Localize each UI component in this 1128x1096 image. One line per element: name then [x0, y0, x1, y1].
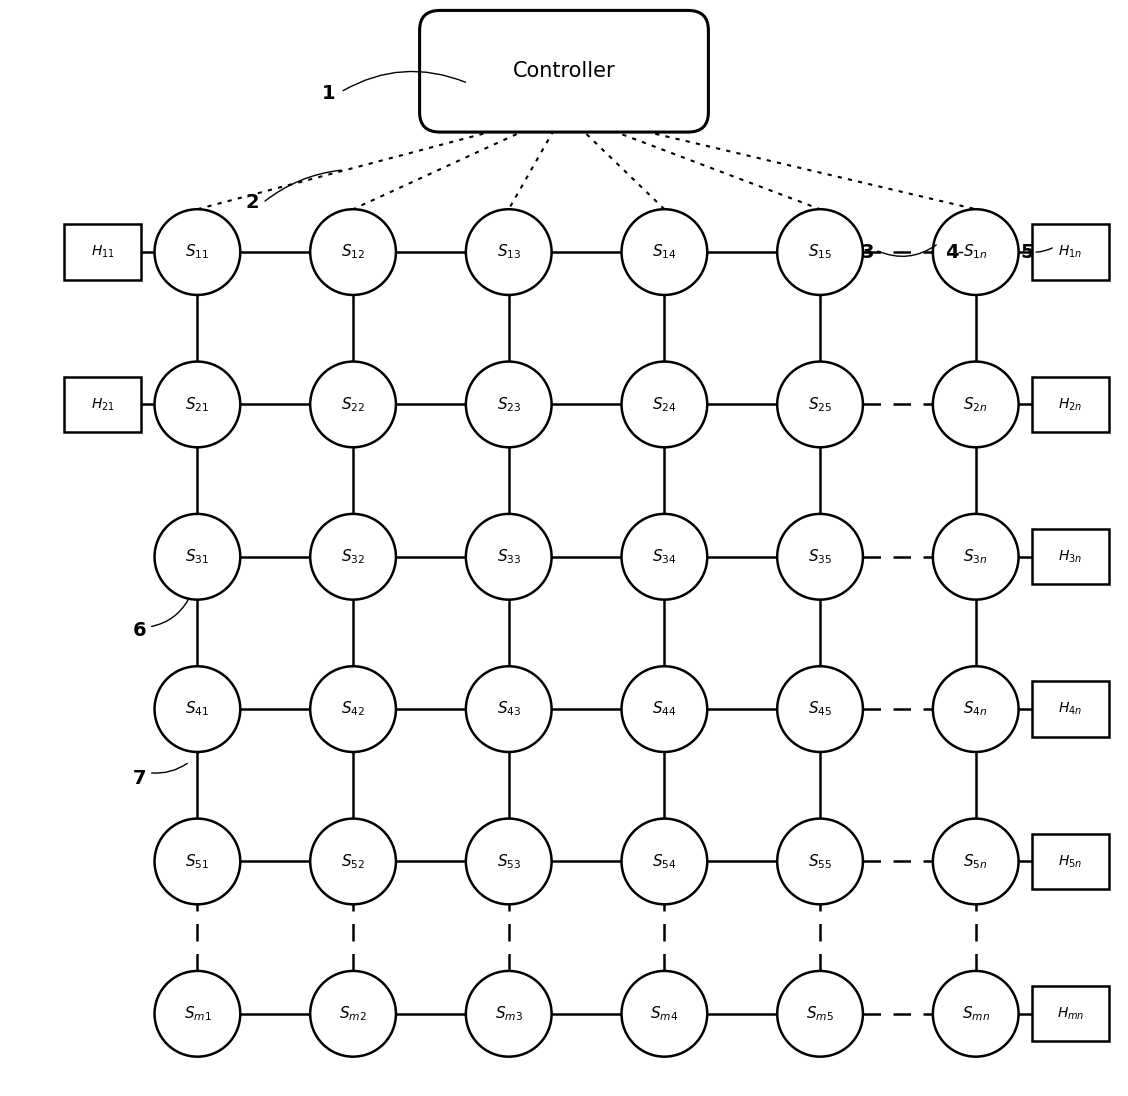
Ellipse shape [155, 819, 240, 904]
Text: $H_{1n}$: $H_{1n}$ [1058, 244, 1083, 260]
Text: $S_{31}$: $S_{31}$ [185, 547, 210, 567]
Ellipse shape [777, 209, 863, 295]
Text: $S_{44}$: $S_{44}$ [652, 699, 677, 719]
FancyBboxPatch shape [64, 377, 141, 432]
Text: $H_{5n}$: $H_{5n}$ [1058, 854, 1083, 869]
Text: $S_{43}$: $S_{43}$ [496, 699, 521, 719]
Ellipse shape [466, 971, 552, 1057]
Text: $S_{54}$: $S_{54}$ [652, 852, 677, 871]
Ellipse shape [622, 209, 707, 295]
Text: $S_{4n}$: $S_{4n}$ [963, 699, 988, 719]
Ellipse shape [310, 209, 396, 295]
Text: $S_{52}$: $S_{52}$ [341, 852, 365, 871]
Ellipse shape [466, 666, 552, 752]
Text: $S_{m5}$: $S_{m5}$ [807, 1004, 834, 1024]
Ellipse shape [933, 819, 1019, 904]
Ellipse shape [933, 362, 1019, 447]
Text: 2: 2 [246, 193, 259, 213]
FancyBboxPatch shape [420, 11, 708, 133]
Ellipse shape [155, 666, 240, 752]
Ellipse shape [466, 514, 552, 600]
Text: $S_{41}$: $S_{41}$ [185, 699, 210, 719]
Text: $S_{55}$: $S_{55}$ [808, 852, 832, 871]
Ellipse shape [777, 514, 863, 600]
Text: $S_{34}$: $S_{34}$ [652, 547, 677, 567]
Text: $S_{21}$: $S_{21}$ [185, 395, 210, 414]
Ellipse shape [310, 666, 396, 752]
Text: $S_{11}$: $S_{11}$ [185, 242, 210, 262]
Text: $H_{3n}$: $H_{3n}$ [1058, 549, 1083, 564]
Text: $S_{42}$: $S_{42}$ [341, 699, 365, 719]
Ellipse shape [622, 666, 707, 752]
Ellipse shape [622, 362, 707, 447]
Ellipse shape [622, 514, 707, 600]
Ellipse shape [310, 971, 396, 1057]
Ellipse shape [933, 209, 1019, 295]
Text: $S_{35}$: $S_{35}$ [808, 547, 832, 567]
Ellipse shape [777, 819, 863, 904]
Text: $S_{3n}$: $S_{3n}$ [963, 547, 988, 567]
Text: $S_{25}$: $S_{25}$ [808, 395, 832, 414]
Text: $S_{1n}$: $S_{1n}$ [963, 242, 988, 262]
Text: $H_{4n}$: $H_{4n}$ [1058, 701, 1083, 717]
Text: $S_{12}$: $S_{12}$ [341, 242, 365, 262]
Text: 3: 3 [861, 242, 874, 262]
FancyBboxPatch shape [1032, 834, 1109, 889]
Ellipse shape [155, 362, 240, 447]
Ellipse shape [155, 971, 240, 1057]
Ellipse shape [466, 209, 552, 295]
FancyBboxPatch shape [1032, 986, 1109, 1041]
Text: 5: 5 [1021, 242, 1034, 262]
Text: $S_{m4}$: $S_{m4}$ [651, 1004, 678, 1024]
FancyBboxPatch shape [1032, 225, 1109, 279]
Ellipse shape [466, 819, 552, 904]
Ellipse shape [155, 514, 240, 600]
Text: $S_{51}$: $S_{51}$ [185, 852, 210, 871]
Text: 7: 7 [133, 768, 147, 788]
Text: $S_{53}$: $S_{53}$ [496, 852, 521, 871]
Text: $S_{45}$: $S_{45}$ [808, 699, 832, 719]
Ellipse shape [777, 971, 863, 1057]
Text: $H_{11}$: $H_{11}$ [90, 244, 115, 260]
Text: Controller: Controller [513, 61, 615, 81]
Text: $H_{2n}$: $H_{2n}$ [1058, 397, 1083, 412]
Text: $S_{33}$: $S_{33}$ [496, 547, 521, 567]
Text: $S_{24}$: $S_{24}$ [652, 395, 677, 414]
Ellipse shape [310, 514, 396, 600]
Text: 1: 1 [321, 83, 335, 103]
Ellipse shape [466, 362, 552, 447]
Text: $S_{mn}$: $S_{mn}$ [962, 1004, 989, 1024]
FancyBboxPatch shape [1032, 682, 1109, 737]
Text: $S_{5n}$: $S_{5n}$ [963, 852, 988, 871]
Text: 4: 4 [945, 242, 959, 262]
Text: $S_{32}$: $S_{32}$ [341, 547, 365, 567]
Text: $S_{m2}$: $S_{m2}$ [340, 1004, 367, 1024]
Ellipse shape [933, 666, 1019, 752]
Ellipse shape [777, 666, 863, 752]
Text: $H_{21}$: $H_{21}$ [90, 397, 115, 412]
Text: $S_{23}$: $S_{23}$ [496, 395, 521, 414]
Ellipse shape [622, 971, 707, 1057]
Ellipse shape [622, 819, 707, 904]
Text: $S_{2n}$: $S_{2n}$ [963, 395, 988, 414]
Ellipse shape [777, 362, 863, 447]
Ellipse shape [933, 514, 1019, 600]
Text: $S_{13}$: $S_{13}$ [496, 242, 521, 262]
Text: $S_{m1}$: $S_{m1}$ [184, 1004, 211, 1024]
Ellipse shape [310, 362, 396, 447]
FancyBboxPatch shape [64, 225, 141, 279]
FancyBboxPatch shape [1032, 529, 1109, 584]
Ellipse shape [933, 971, 1019, 1057]
Text: $S_{15}$: $S_{15}$ [808, 242, 832, 262]
Text: $S_{m3}$: $S_{m3}$ [495, 1004, 522, 1024]
Text: $H_{mn}$: $H_{mn}$ [1057, 1006, 1084, 1021]
Text: $S_{22}$: $S_{22}$ [341, 395, 365, 414]
FancyBboxPatch shape [1032, 377, 1109, 432]
Text: 6: 6 [133, 620, 147, 640]
Ellipse shape [155, 209, 240, 295]
Ellipse shape [310, 819, 396, 904]
Text: $S_{14}$: $S_{14}$ [652, 242, 677, 262]
